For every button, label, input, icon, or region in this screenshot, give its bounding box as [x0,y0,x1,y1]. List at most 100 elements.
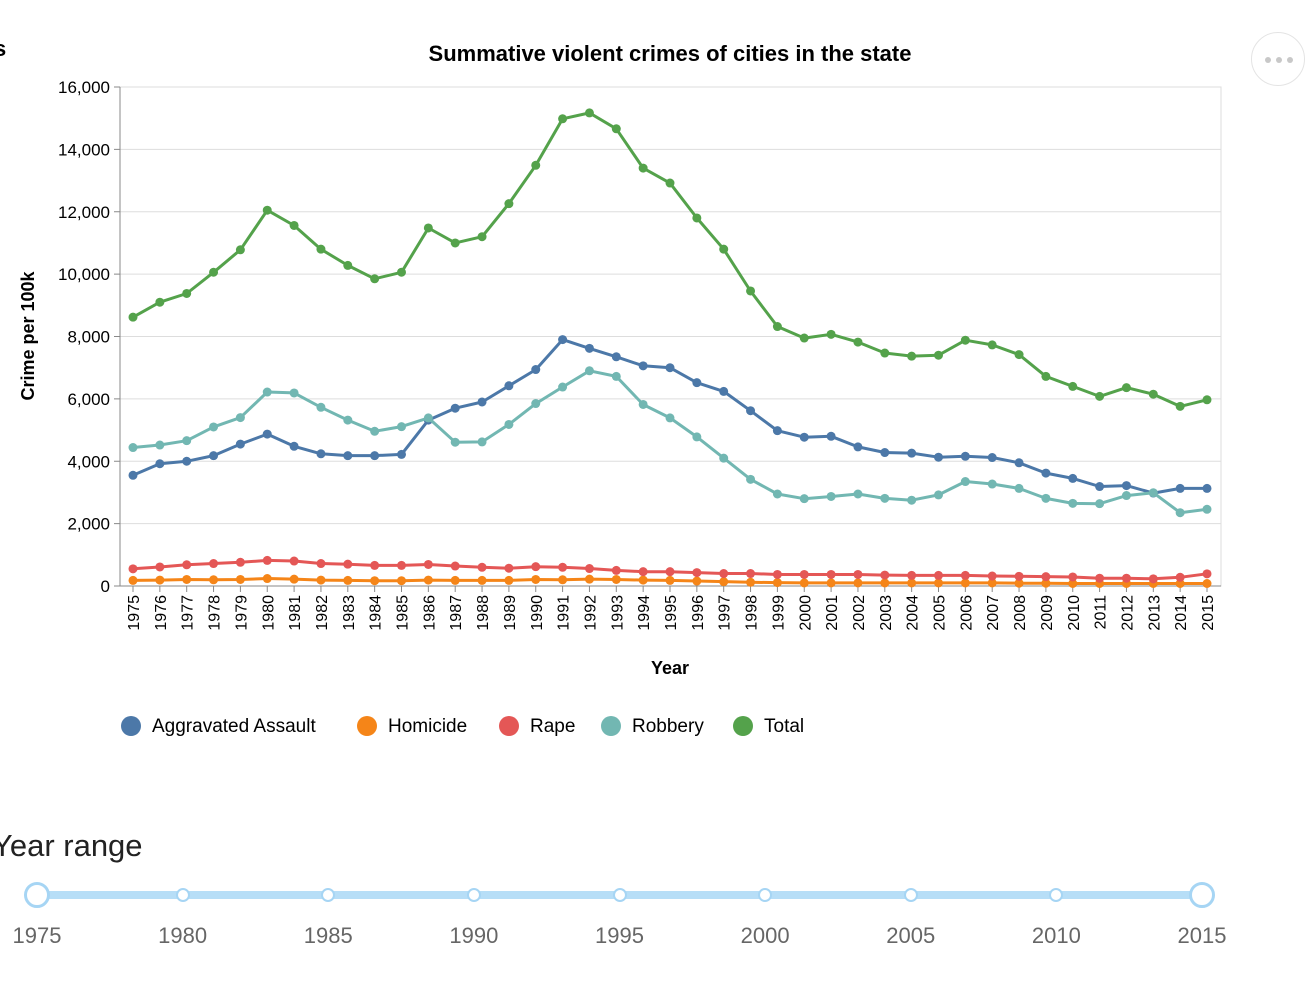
data-point [128,575,138,585]
x-tick-label: 1981 [287,595,304,631]
data-point [1095,499,1105,509]
x-tick-label: 2001 [824,595,841,631]
data-point [960,451,970,461]
data-point [960,578,970,588]
y-tick-label: 14,000 [58,140,110,159]
data-point [1041,493,1051,503]
slider-mark-label[interactable]: 2015 [1177,923,1227,948]
data-point [209,451,219,461]
data-point [772,569,782,579]
legend-label: Total [764,716,804,737]
data-point [772,489,782,499]
slider-mark[interactable] [175,888,190,902]
data-point [1068,572,1078,582]
data-point [504,381,514,391]
data-point [1014,571,1024,581]
x-tick-label: 2011 [1093,595,1110,630]
slider-mark-label[interactable]: 1980 [158,923,208,948]
data-point [1121,491,1131,501]
data-point [1014,350,1024,360]
data-point [504,575,514,585]
more-options-button[interactable] [1251,32,1305,86]
slider-mark[interactable] [903,888,918,902]
data-point [826,329,836,339]
slider-mark[interactable] [1049,888,1064,902]
data-point [1014,458,1024,468]
year-range-slider[interactable]: 1975 1980 1985 1990 1995 2000 2005 2010 2015 [0,870,1308,960]
data-point [880,448,890,458]
data-point [477,232,487,242]
data-point [799,578,809,588]
data-point [799,432,809,442]
data-point [611,565,621,575]
data-point [1202,483,1212,493]
legend-symbol [601,716,621,736]
slider-mark-label[interactable]: 2005 [886,923,936,948]
slider-handle[interactable] [24,882,50,908]
data-point [638,163,648,173]
slider-mark[interactable] [466,888,481,902]
data-point [611,574,621,584]
slider-mark[interactable] [612,888,627,902]
data-point [1175,579,1185,589]
x-tick-label: 2008 [1012,595,1029,631]
slider-mark[interactable] [758,888,773,902]
x-tick-label: 2002 [851,595,868,631]
data-point [692,568,702,578]
data-point [316,449,326,459]
series-aggravated-assault [128,335,1212,498]
data-point [1175,572,1185,582]
data-point [128,470,138,480]
data-point [423,575,433,585]
data-point [826,431,836,441]
data-point [719,569,729,579]
data-point [235,245,245,255]
x-tick-label: 1991 [556,595,573,631]
data-point [397,560,406,570]
data-point [772,426,782,436]
data-point [343,415,353,425]
data-point [611,124,621,134]
data-point [987,578,997,588]
data-point [934,452,943,462]
data-point [1041,572,1051,582]
data-point [1202,395,1212,405]
slider-mark[interactable] [321,888,336,902]
slider-mark-label[interactable]: 1990 [449,923,499,948]
data-point [209,575,219,585]
legend-item: Aggravated Assault [121,716,316,737]
data-point [531,562,541,572]
data-point [316,559,326,569]
data-point [584,343,594,353]
y-tick-label: 4,000 [67,452,110,471]
legend-item: Total [733,716,804,737]
data-point [1014,578,1024,588]
data-point [477,562,487,572]
x-tick-label: 1994 [636,595,653,631]
data-point [262,205,272,215]
data-point [638,399,648,409]
slider-handle[interactable] [1189,882,1215,908]
data-point [209,422,219,432]
data-point [370,426,380,436]
data-point [934,350,943,360]
data-point [397,449,406,459]
data-point [853,578,863,588]
data-point [826,569,836,579]
slider-mark-label[interactable]: 1975 [12,923,62,948]
slider-mark-label[interactable]: 2000 [740,923,790,948]
data-point [397,422,406,432]
slider-mark-label[interactable]: 1985 [303,923,353,948]
data-point [934,570,943,580]
data-point [128,564,138,574]
data-point [316,244,326,254]
data-point [826,578,836,588]
data-point [316,575,326,585]
x-tick-label: 2013 [1146,595,1163,631]
slider-mark-label[interactable]: 1995 [595,923,644,948]
x-tick-label: 1997 [717,595,734,631]
data-point [853,569,863,579]
data-point [1175,401,1185,411]
data-point [692,378,702,388]
slider-mark-label[interactable]: 2010 [1031,923,1081,948]
